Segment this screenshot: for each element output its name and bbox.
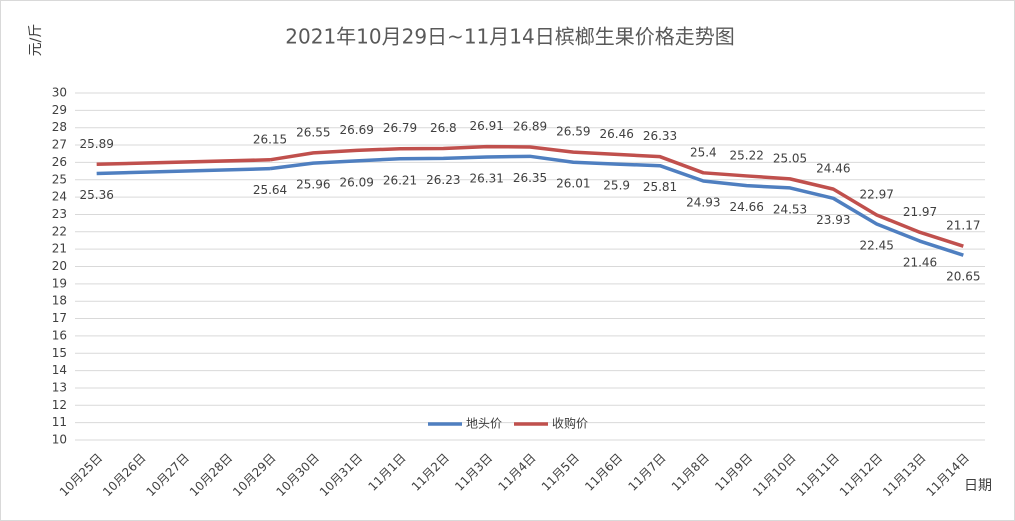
y-tick-label: 11: [52, 415, 67, 429]
data-label: 26.15: [253, 132, 287, 146]
data-label: 26.8: [430, 121, 457, 135]
data-label: 26.21: [383, 173, 417, 187]
y-tick-label: 30: [52, 86, 67, 100]
data-label: 26.69: [339, 123, 373, 137]
data-label: 26.46: [599, 127, 633, 141]
data-label: 25.4: [690, 145, 717, 159]
data-label: 21.17: [946, 219, 980, 233]
data-label: 26.59: [556, 125, 590, 139]
data-label: 26.35: [513, 171, 547, 185]
data-label: 24.66: [729, 200, 763, 214]
data-label: 26.89: [513, 119, 547, 133]
data-label: 26.23: [426, 173, 460, 187]
y-tick-label: 10: [52, 433, 67, 447]
gap-connector: [96, 158, 271, 167]
series-line: [269, 144, 964, 248]
series-line: [269, 154, 964, 257]
x-axis-label: 日期: [964, 478, 992, 494]
y-tick-label: 24: [52, 190, 67, 204]
y-tick-label: 15: [52, 346, 67, 360]
data-label: 25.9: [603, 179, 630, 193]
data-label: 26.55: [296, 125, 330, 139]
data-label: 22.97: [859, 187, 893, 201]
y-axis-label: 元/斤: [28, 24, 44, 57]
data-label: 21.97: [903, 205, 937, 219]
y-tick-label: 14: [52, 363, 67, 377]
legend-label: 收购价: [552, 416, 588, 431]
data-label: 26.31: [469, 172, 503, 186]
data-label: 21.46: [903, 256, 937, 270]
y-tick-label: 29: [52, 103, 67, 117]
y-tick-label: 28: [52, 120, 67, 134]
y-tick-label: 27: [52, 138, 67, 152]
data-label: 25.81: [643, 180, 677, 194]
y-tick-label: 18: [52, 294, 67, 308]
data-label: 24.93: [686, 195, 720, 209]
y-tick-label: 22: [52, 224, 67, 238]
y-tick-label: 13: [52, 380, 67, 394]
y-tick-label: 26: [52, 155, 67, 169]
y-tick-label: 20: [52, 259, 67, 273]
y-tick-label: 21: [52, 242, 67, 256]
y-tick-label: 12: [52, 398, 67, 412]
data-label: 24.53: [773, 202, 807, 216]
y-tick-label: 23: [52, 207, 67, 221]
y-tick-label: 25: [52, 172, 67, 186]
data-label: 25.36: [79, 188, 113, 202]
data-label: 26.01: [556, 177, 590, 191]
data-label: 23.93: [816, 213, 850, 227]
data-label: 26.09: [339, 175, 373, 189]
y-tick-label: 17: [52, 311, 67, 325]
data-label: 25.96: [296, 178, 330, 192]
gap-connector: [96, 166, 271, 176]
chart-title: 2021年10月29日~11月14日槟榔生果价格走势图: [285, 25, 734, 49]
data-label: 26.79: [383, 121, 417, 135]
data-label: 25.05: [773, 151, 807, 165]
data-label: 26.33: [643, 129, 677, 143]
data-label: 24.46: [816, 162, 850, 176]
data-label: 25.89: [79, 137, 113, 151]
data-label: 25.22: [729, 148, 763, 162]
data-label: 26.91: [469, 119, 503, 133]
data-label: 22.45: [859, 238, 893, 252]
y-tick-label: 19: [52, 276, 67, 290]
legend-label: 地头价: [466, 417, 502, 431]
data-label: 25.64: [253, 183, 287, 197]
data-label: 20.65: [946, 270, 980, 284]
y-tick-label: 16: [52, 328, 67, 342]
